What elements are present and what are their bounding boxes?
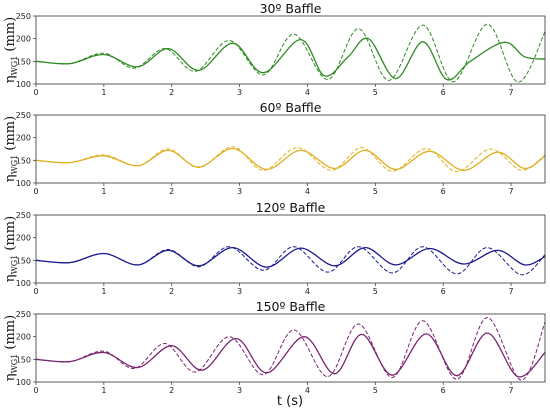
series-line-solid (35, 37, 546, 81)
y-tick-label: 250 (16, 310, 31, 319)
y-tick-label: 150 (16, 355, 31, 364)
panel-2: 60º Baffle 100 150 200 250 0 1 2 3 4 5 6 7 ηWG1 (mm) (3, 100, 546, 196)
plot-frame (35, 15, 546, 85)
x-axis-label: t (s) (277, 394, 303, 409)
y-tick-label: 100 (16, 378, 31, 387)
x-tick-label: 7 (509, 386, 514, 395)
y-axis-label: ηWG1 (mm) (3, 116, 19, 182)
y-tick-label: 200 (16, 134, 31, 143)
x-tick-label: 2 (169, 287, 174, 296)
x-tick-label: 6 (441, 386, 446, 395)
y-tick-label: 250 (16, 211, 31, 220)
x-tick-label: 4 (305, 287, 310, 296)
y-tick-label: 200 (16, 234, 31, 243)
x-tick-label: 7 (509, 88, 514, 97)
y-tick-label: 100 (16, 80, 31, 89)
y-tick-label: 100 (16, 279, 31, 288)
panel-3: 120º Baffle 100 150 200 250 0 1 2 3 4 5 6 7 ηWG1 (mm) (3, 200, 546, 296)
x-tick-label: 2 (169, 386, 174, 395)
x-tick-label: 1 (101, 386, 106, 395)
x-tick-label: 1 (101, 187, 106, 196)
y-axis-label: ηWG1 (mm) (3, 216, 19, 282)
y-tick-label: 200 (16, 35, 31, 44)
y-tick-label: 100 (16, 179, 31, 188)
x-tick-label: 0 (33, 287, 38, 296)
plot-frame (35, 214, 546, 284)
x-tick-label: 3 (237, 187, 242, 196)
x-tick-label: 7 (509, 287, 514, 296)
series-line-dashed (35, 246, 546, 276)
x-tick-label: 7 (509, 187, 514, 196)
y-tick-label: 200 (16, 333, 31, 342)
plot-frame (35, 114, 546, 184)
x-tick-label: 4 (305, 187, 310, 196)
panel-1: 30º Baffle 100 150 200 250 0 1 2 3 4 5 6 7 ηWG1 (mm) (3, 1, 546, 97)
x-tick-label: 5 (373, 88, 378, 97)
y-tick-label: 250 (16, 12, 31, 21)
series-line-solid (35, 246, 546, 268)
x-tick-label: 1 (101, 287, 106, 296)
y-axis-label: ηWG1 (mm) (3, 315, 19, 381)
x-tick-label: 4 (305, 88, 310, 97)
panel-4: 150º Baffle 100 150 200 250 0 1 2 3 4 5 6 7 ηWG1 (mm) (3, 299, 546, 395)
x-tick-label: 6 (441, 88, 446, 97)
plot-frame (35, 313, 546, 383)
x-tick-label: 2 (169, 88, 174, 97)
x-tick-label: 3 (237, 386, 242, 395)
panel-title: 150º Baffle (256, 299, 326, 314)
x-tick-label: 5 (373, 287, 378, 296)
y-tick-label: 250 (16, 111, 31, 120)
x-tick-label: 3 (237, 287, 242, 296)
x-tick-label: 1 (101, 88, 106, 97)
x-tick-label: 6 (441, 187, 446, 196)
x-tick-label: 3 (237, 88, 242, 97)
y-axis-label: ηWG1 (mm) (3, 17, 19, 83)
series-line-dashed (35, 317, 546, 381)
x-tick-label: 0 (33, 88, 38, 97)
series-line-dashed (35, 146, 546, 173)
x-tick-label: 5 (373, 187, 378, 196)
x-tick-label: 5 (373, 386, 378, 395)
x-tick-label: 0 (33, 386, 38, 395)
x-tick-label: 0 (33, 187, 38, 196)
x-tick-label: 4 (305, 386, 310, 395)
panel-title: 30º Baffle (260, 1, 322, 16)
series-line-solid (35, 332, 546, 378)
y-tick-label: 150 (16, 256, 31, 265)
panel-title: 120º Baffle (256, 200, 326, 215)
y-tick-label: 150 (16, 156, 31, 165)
series-line-solid (35, 147, 546, 171)
series-line-dashed (35, 23, 546, 83)
panel-title: 60º Baffle (260, 100, 322, 115)
x-tick-label: 2 (169, 187, 174, 196)
x-tick-label: 6 (441, 287, 446, 296)
y-tick-label: 150 (16, 57, 31, 66)
